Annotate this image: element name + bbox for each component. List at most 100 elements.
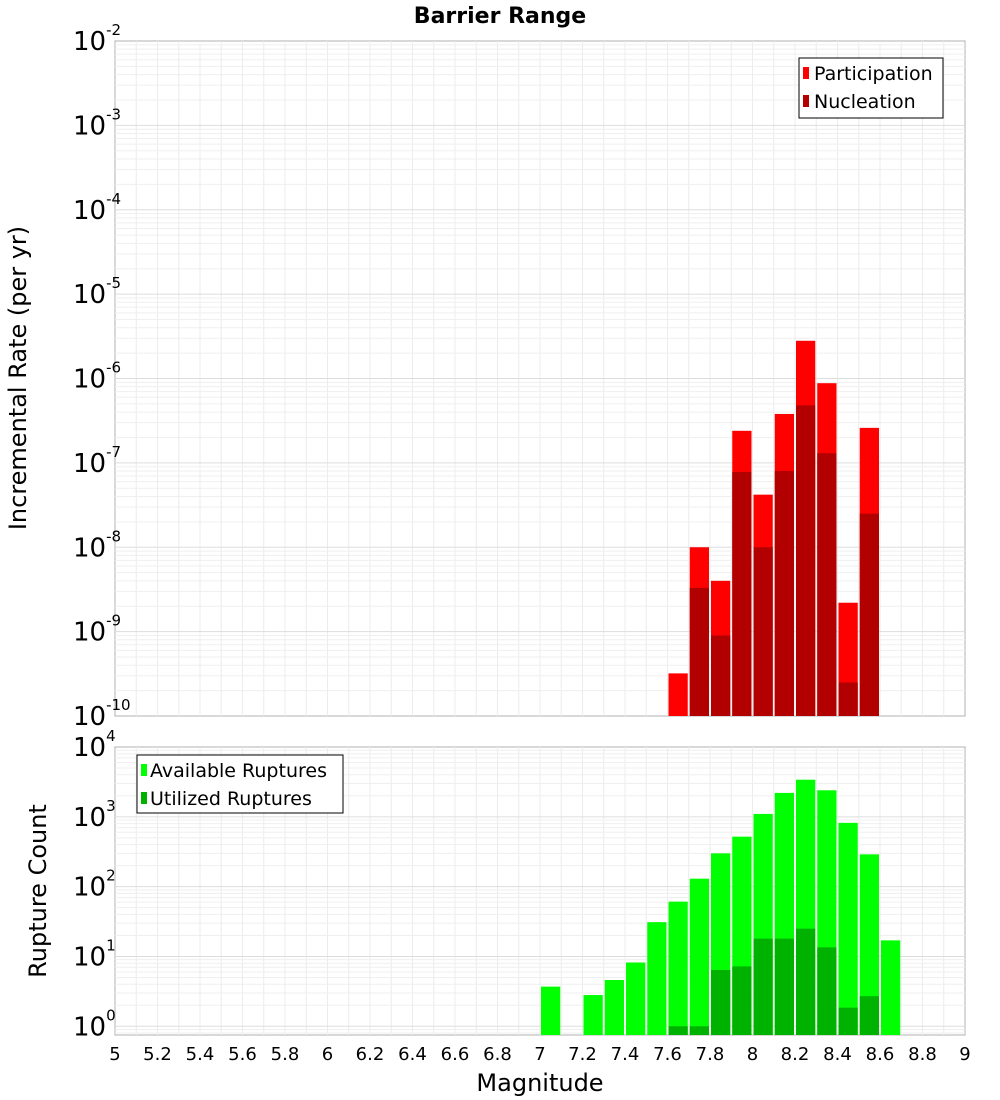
y-tick-base: 10 bbox=[73, 803, 106, 833]
legend-label-utilized: Utilized Ruptures bbox=[150, 788, 312, 810]
x-tick-label: 7.2 bbox=[568, 1044, 597, 1065]
bottom-bar-utilized-ruptures bbox=[711, 969, 731, 1035]
legend-swatch-participation bbox=[803, 67, 809, 79]
y-tick-exponent: 1 bbox=[106, 936, 116, 954]
x-tick-label: 8.8 bbox=[908, 1044, 937, 1065]
top-bar-nucleation bbox=[711, 635, 731, 716]
x-tick-label: 5.6 bbox=[228, 1044, 257, 1065]
y-tick-label: 10-5 bbox=[73, 274, 121, 310]
y-tick-label: 10-2 bbox=[73, 21, 121, 57]
bottom-y-axis-label: Rupture Count bbox=[24, 804, 52, 978]
y-tick-base: 10 bbox=[73, 873, 106, 903]
y-tick-label: 10-9 bbox=[73, 612, 121, 648]
x-tick-label: 7.8 bbox=[696, 1044, 725, 1065]
y-tick-label: 10-10 bbox=[73, 696, 131, 732]
y-tick-base: 10 bbox=[73, 942, 106, 972]
y-tick-exponent: -4 bbox=[106, 190, 121, 208]
y-tick-label: 101 bbox=[73, 936, 116, 972]
x-tick-label: 8.6 bbox=[866, 1044, 895, 1065]
top-bar-nucleation bbox=[817, 453, 837, 716]
bottom-legend: Available Ruptures Utilized Ruptures bbox=[136, 754, 344, 814]
bottom-bar-utilized-ruptures bbox=[689, 1026, 709, 1035]
bottom-bar-available-ruptures bbox=[647, 922, 667, 1035]
top-bars bbox=[668, 340, 879, 716]
x-tick-label: 7.6 bbox=[653, 1044, 682, 1065]
y-tick-exponent: 4 bbox=[106, 727, 116, 745]
bottom-bar-available-ruptures bbox=[668, 901, 688, 1035]
x-tick-label: 9 bbox=[959, 1044, 970, 1065]
x-tick-label: 6 bbox=[322, 1044, 333, 1065]
top-bar-nucleation bbox=[689, 587, 709, 716]
x-tick-label: 5 bbox=[109, 1044, 120, 1065]
legend-swatch-nucleation bbox=[803, 95, 809, 107]
bottom-bar-utilized-ruptures bbox=[796, 928, 816, 1035]
y-tick-label: 100 bbox=[73, 1006, 116, 1042]
y-tick-base: 10 bbox=[73, 111, 106, 141]
top-bar-nucleation bbox=[774, 471, 794, 716]
bottom-bar-utilized-ruptures bbox=[774, 938, 794, 1035]
y-tick-base: 10 bbox=[73, 1012, 106, 1042]
bottom-bar-available-ruptures bbox=[859, 854, 879, 1035]
x-tick-label: 5.2 bbox=[143, 1044, 172, 1065]
x-tick-label: 8 bbox=[747, 1044, 758, 1065]
top-legend-box bbox=[798, 57, 944, 119]
y-tick-label: 10-7 bbox=[73, 443, 121, 479]
y-tick-label: 103 bbox=[73, 797, 116, 833]
y-tick-exponent: -3 bbox=[106, 105, 121, 123]
x-tick-label: 7 bbox=[534, 1044, 545, 1065]
x-tick-label: 7.4 bbox=[611, 1044, 640, 1065]
y-tick-exponent: 0 bbox=[106, 1006, 116, 1024]
y-tick-base: 10 bbox=[73, 702, 106, 732]
y-tick-base: 10 bbox=[73, 733, 106, 763]
y-tick-label: 102 bbox=[73, 867, 116, 903]
bottom-bar-available-ruptures bbox=[626, 962, 646, 1035]
x-tick-label: 5.4 bbox=[186, 1044, 215, 1065]
bottom-bar-utilized-ruptures bbox=[838, 1007, 858, 1035]
x-tick-label: 8.2 bbox=[781, 1044, 810, 1065]
bottom-bar-utilized-ruptures bbox=[753, 938, 773, 1035]
x-tick-label: 5.8 bbox=[271, 1044, 300, 1065]
legend-label-nucleation: Nucleation bbox=[814, 91, 916, 113]
bottom-bar-utilized-ruptures bbox=[668, 1026, 688, 1035]
top-bar-nucleation bbox=[838, 682, 858, 716]
y-tick-exponent: -10 bbox=[106, 696, 131, 714]
x-axis-label: Magnitude bbox=[476, 1069, 603, 1097]
top-legend: Participation Nucleation bbox=[798, 57, 944, 119]
y-tick-label: 10-4 bbox=[73, 190, 121, 226]
y-tick-exponent: 2 bbox=[106, 867, 116, 885]
y-tick-exponent: -2 bbox=[106, 21, 121, 39]
bottom-bar-available-ruptures bbox=[583, 995, 603, 1035]
y-tick-exponent: -6 bbox=[106, 359, 121, 377]
bottom-legend-box bbox=[136, 754, 344, 814]
y-tick-base: 10 bbox=[73, 533, 106, 563]
bottom-bar-available-ruptures bbox=[838, 822, 858, 1035]
bottom-bar-available-ruptures bbox=[541, 986, 561, 1035]
y-tick-base: 10 bbox=[73, 196, 106, 226]
legend-label-participation: Participation bbox=[814, 63, 933, 85]
y-tick-exponent: -8 bbox=[106, 527, 121, 545]
bottom-bar-utilized-ruptures bbox=[732, 966, 752, 1035]
bottom-bar-available-ruptures bbox=[604, 980, 624, 1035]
y-tick-exponent: -7 bbox=[106, 443, 121, 461]
y-tick-label: 10-6 bbox=[73, 359, 121, 395]
y-tick-base: 10 bbox=[73, 618, 106, 648]
top-bar-nucleation bbox=[732, 471, 752, 716]
y-tick-label: 104 bbox=[73, 727, 116, 763]
y-tick-base: 10 bbox=[73, 449, 106, 479]
y-tick-exponent: -5 bbox=[106, 274, 121, 292]
bottom-bar-available-ruptures bbox=[689, 878, 709, 1035]
top-bar-nucleation bbox=[753, 547, 773, 716]
bottom-bars bbox=[541, 779, 901, 1035]
chart-title: Barrier Range bbox=[414, 4, 586, 29]
y-tick-exponent: 3 bbox=[106, 797, 116, 815]
x-tick-label: 6.4 bbox=[398, 1044, 427, 1065]
y-tick-exponent: -9 bbox=[106, 612, 121, 630]
y-tick-base: 10 bbox=[73, 280, 106, 310]
legend-swatch-utilized bbox=[141, 792, 147, 804]
top-gridlines bbox=[115, 41, 965, 716]
